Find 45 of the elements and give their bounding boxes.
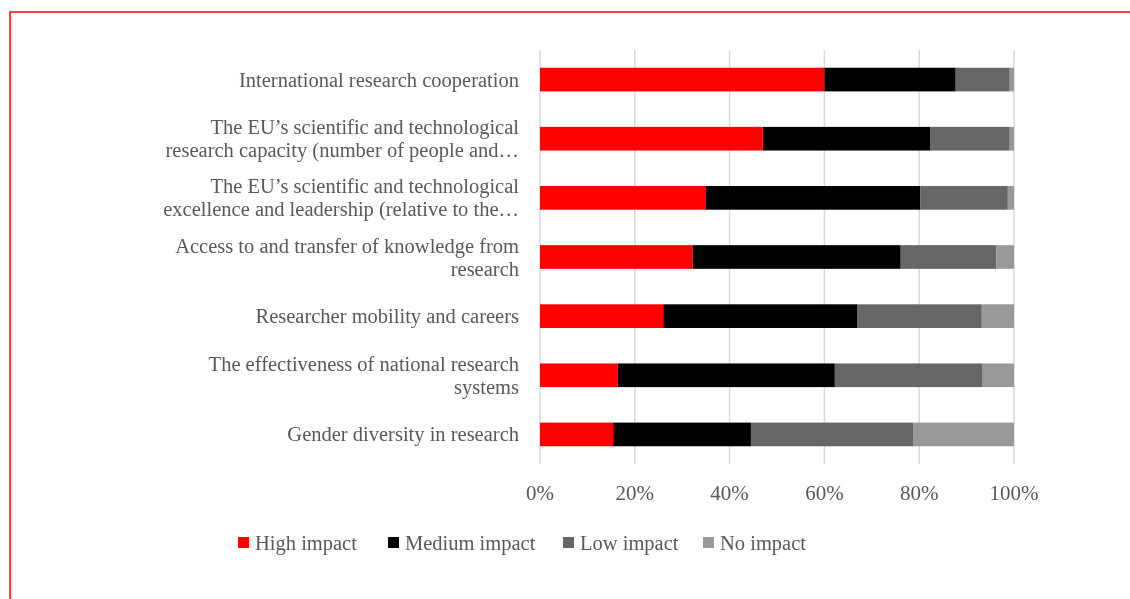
y-tick-label: Researcher mobility and careers bbox=[255, 305, 520, 329]
bar bbox=[981, 304, 1014, 328]
legend-label: High impact bbox=[255, 532, 358, 555]
bar bbox=[540, 422, 613, 447]
legend-label: No impact bbox=[720, 532, 807, 555]
x-tick-label: 20% bbox=[615, 481, 655, 505]
y-tick-label: The EU’s scientific and technological excellence and leadership (relative to the… bbox=[163, 175, 520, 222]
y-tick-label: Gender diversity in research bbox=[287, 423, 519, 447]
x-tick-label: 40% bbox=[710, 481, 749, 505]
y-tick-label: The EU’s scientific and technological research capacity (number of people and… bbox=[165, 116, 520, 163]
bar bbox=[996, 245, 1014, 269]
bar bbox=[540, 186, 706, 210]
bar bbox=[762, 126, 931, 151]
bar bbox=[540, 363, 618, 388]
legend-label: Medium impact bbox=[405, 532, 536, 555]
bar bbox=[955, 67, 1010, 92]
x-tick-label: 100% bbox=[989, 481, 1039, 505]
bar bbox=[540, 304, 664, 328]
bar bbox=[824, 67, 956, 92]
bar bbox=[900, 245, 997, 269]
bar bbox=[982, 363, 1014, 388]
bar bbox=[913, 422, 1014, 447]
bar bbox=[663, 304, 858, 328]
bar bbox=[857, 304, 982, 328]
x-tick-label: 60% bbox=[805, 481, 844, 505]
bar bbox=[834, 363, 983, 388]
bar bbox=[920, 186, 1008, 210]
legend-label: Low impact bbox=[580, 532, 679, 555]
bar bbox=[1009, 67, 1014, 92]
y-tick-label: Access to and transfer of knowledge from research bbox=[175, 234, 520, 280]
y-tick-label: The effectiveness of national research systems bbox=[208, 352, 520, 399]
bar bbox=[1009, 126, 1014, 151]
bar bbox=[617, 363, 835, 388]
x-tick-label: 80% bbox=[899, 481, 939, 505]
bar bbox=[613, 422, 751, 447]
y-tick-label: International research cooperation bbox=[238, 68, 519, 92]
bar bbox=[540, 245, 693, 269]
x-tick-label: 0% bbox=[526, 481, 554, 505]
bar bbox=[705, 186, 921, 210]
bar bbox=[750, 422, 914, 447]
bar bbox=[540, 126, 763, 151]
bar bbox=[1007, 186, 1014, 210]
bar bbox=[540, 67, 825, 92]
bar bbox=[692, 245, 901, 269]
bar bbox=[930, 126, 1010, 151]
